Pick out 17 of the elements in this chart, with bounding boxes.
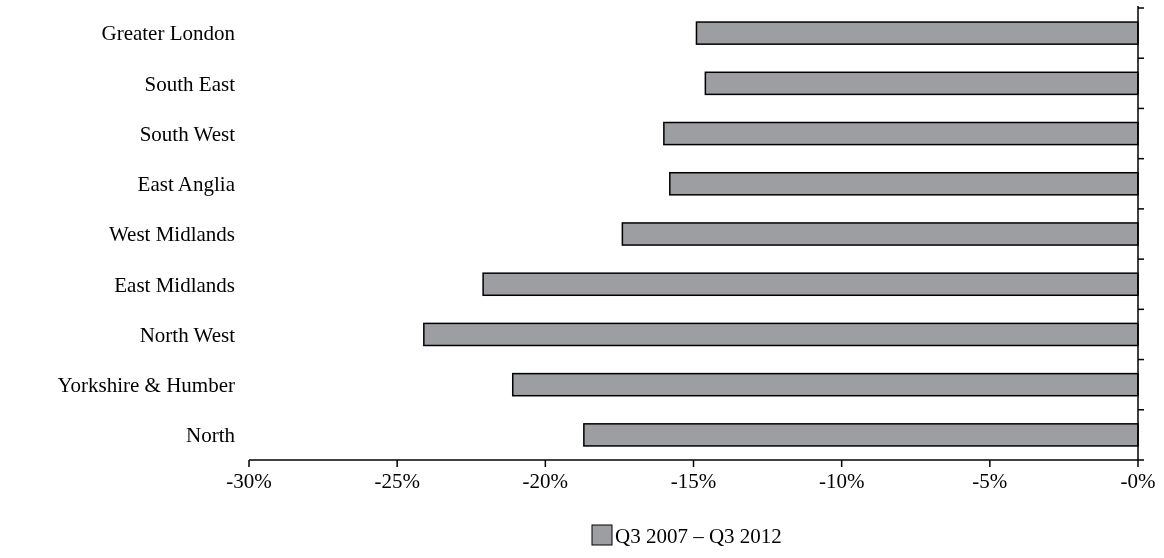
x-tick-label: -25% (374, 469, 420, 493)
x-tick-label: -0% (1120, 469, 1156, 493)
y-tick-label: South West (139, 121, 236, 146)
y-tick-label: West Midlands (108, 222, 235, 247)
x-tick-label: -20% (522, 469, 569, 493)
legend-label: Q3 2007 – Q3 2012 (615, 524, 782, 549)
x-tick-label: -15% (670, 469, 717, 493)
y-tick-label: East Midlands (114, 272, 235, 297)
y-tick-label: South East (144, 71, 236, 96)
x-tick-label: -5% (972, 469, 1008, 493)
x-tick-label: -30% (226, 469, 272, 493)
y-tick-label: North West (139, 322, 236, 347)
y-tick-label: North (186, 423, 236, 448)
y-tick-label: Yorkshire & Humber (57, 373, 235, 398)
y-tick-label: Greater London (101, 21, 236, 46)
x-tick-label: -10% (818, 469, 865, 493)
y-tick-label: East Anglia (137, 172, 236, 197)
